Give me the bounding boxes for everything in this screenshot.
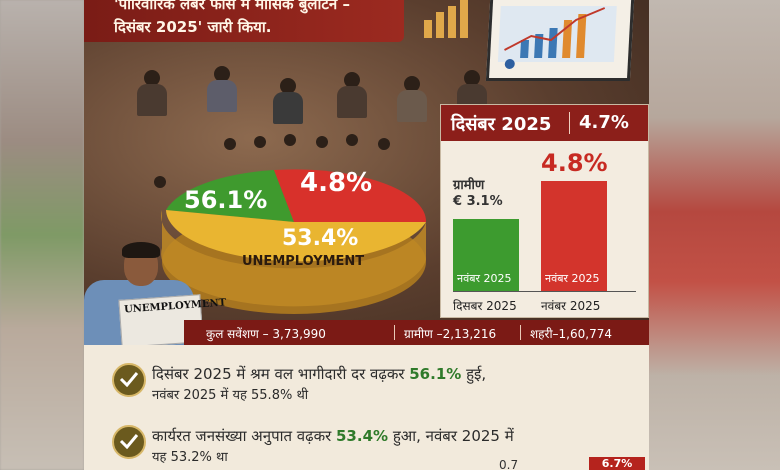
key-point-2-line-1: कार्यरत जनसंख्या अनुपात वढ़कर 53.4% हुआ,… [152,425,514,447]
stat-total: कुल सवेंशण – 3,73,990 [206,327,326,341]
rural-value: € 3.1% [453,194,503,209]
worried-man-hair [122,242,160,258]
urban-value: 4.8% [541,149,608,177]
pie-label-unemployment-rate: 4.8% [300,168,373,198]
pie-center-label: UNEMPLOYMENT [242,254,365,269]
stat-rural: ग्रामीण –2,13,216 [404,327,497,341]
rural-label: ग्रामीण [453,178,485,193]
title-banner: 'पारिवारिक लेबर फोर्स में मासिक बुलेटिन … [84,0,404,42]
key-point-2-value: 53.4% [336,427,389,445]
key-point-1-line-2: नवंबर 2025 में यह 55.8% थी [152,388,309,403]
pie-label-wpr: 53.4% [282,226,359,251]
pie-slice-green [166,170,294,222]
partial-badge: 6.7% [589,457,645,470]
key-point-1-value: 56.1% [409,365,462,383]
banner-line-2: दिसंबर 2025' जारी किया. [114,18,272,36]
unemployment-rate-panel: दिसंबर 2025 4.7% ग्रामीण € 3.1% नवंबर 20… [440,104,649,318]
survey-stats-strip: कुल सवेंशण – 3,73,990 ग्रामीण –2,13,216 … [184,320,649,345]
key-point-2-suffix: हुआ, नवंबर 2025 में [388,427,514,445]
infographic-poster: 'पारिवारिक लेबर फोर्स में मासिक बुलेटिन … [84,0,649,470]
x-label-right: नवंबर 2025 [541,299,601,313]
bar-urban: नवंबर 2025 [541,181,607,291]
key-point-1-text: दिसंबर 2025 में श्रम वल भागीदारी दर वढ़क… [152,365,410,383]
check-icon [112,425,146,459]
panel-axis [453,291,636,292]
blurred-right-edge [649,0,780,470]
pie-slice-yellow [166,210,426,262]
key-point-2-line-2: यह 53.2% था [152,450,228,465]
pie-chart: 56.1% 4.8% 53.4% UNEMPLOYMENT [154,150,434,320]
banner-line-1: 'पारिवारिक लेबर फोर्स में मासिक बुलेटिन … [114,0,350,13]
panel-month: दिसंबर 2025 [451,114,552,135]
pie-slice-red [274,169,427,222]
key-point-2-text: कार्यरत जनसंख्या अनुपात वढ़कर [152,427,336,445]
panel-header: दिसंबर 2025 4.7% [441,105,648,141]
bar-rural: नवंबर 2025 [453,219,519,291]
laptop-chart-icon [485,0,635,81]
stat-urban: शहरी–1,60,774 [530,327,612,341]
bar-rural-label: नवंबर 2025 [457,272,512,285]
panel-rate: 4.7% [579,112,629,133]
x-label-left: दिसबर 2025 [453,299,517,313]
blurred-left-edge [0,0,84,470]
pie-label-lfpr: 56.1% [184,186,268,214]
check-icon [112,363,146,397]
key-point-1-line-1: दिसंबर 2025 में श्रम वल भागीदारी दर वढ़क… [152,363,486,385]
key-points-section: दिसंबर 2025 में श्रम वल भागीदारी दर वढ़क… [84,345,649,470]
decorative-bar-icon [424,0,484,38]
partial-value-text: 0.7 [499,458,519,470]
key-point-1-suffix: हुई, [461,365,487,383]
bar-urban-label: नवंबर 2025 [545,272,600,285]
crowd-silhouettes [84,66,649,188]
